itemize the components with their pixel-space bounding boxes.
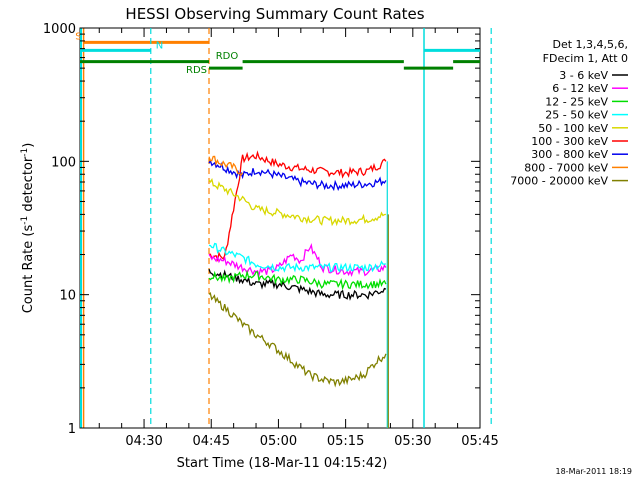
series-line-50-100keV bbox=[208, 177, 386, 227]
rds-label: RDS bbox=[186, 65, 207, 76]
series-line-12-25keV bbox=[208, 269, 387, 291]
x-tick-label: 05:45 bbox=[461, 434, 498, 449]
plot-frame bbox=[79, 27, 481, 429]
x-tick-label: 04:45 bbox=[193, 434, 230, 449]
night-label: N bbox=[156, 41, 163, 52]
legend: Det 1,3,4,5,6, FDecim 1, Att 0 3 - 6 keV… bbox=[510, 38, 628, 188]
legend-label: 6 - 12 keV bbox=[552, 82, 608, 95]
axes-layer: 1 10 100 1000 04:30 04:45 05:00 05:15 05:30 05:45 bbox=[43, 22, 499, 449]
legend-label: 800 - 7000 keV bbox=[524, 161, 608, 174]
y-tick-label: 1000 bbox=[43, 22, 76, 37]
x-tick-label: 04:30 bbox=[125, 434, 162, 449]
series-line-25-50keV bbox=[208, 242, 386, 274]
rdo-label: RDO bbox=[216, 51, 239, 62]
series-line-7000-20000keV bbox=[208, 291, 387, 388]
legend-label: 7000 - 20000 keV bbox=[510, 175, 608, 188]
legend-label: 25 - 50 keV bbox=[545, 109, 608, 122]
series-line-6-12keV bbox=[208, 243, 387, 278]
series-layer bbox=[208, 150, 389, 428]
legend-header-2: FDecim 1, Att 0 bbox=[543, 52, 628, 65]
series-line-100-300keV bbox=[208, 150, 387, 262]
legend-header-1: Det 1,3,4,5,6, bbox=[552, 38, 628, 51]
legend-label: 12 - 25 keV bbox=[545, 95, 608, 108]
legend-label: 50 - 100 keV bbox=[538, 122, 608, 135]
x-tick-label: 05:15 bbox=[327, 434, 364, 449]
x-axis-label: Start Time (18-Mar-11 04:15:42) bbox=[177, 456, 388, 471]
chart-title: HESSI Observing Summary Count Rates bbox=[125, 5, 424, 23]
legend-label: 3 - 6 keV bbox=[559, 69, 608, 82]
legend-label: 300 - 800 keV bbox=[531, 148, 608, 161]
series-line-3-6keV bbox=[208, 268, 387, 301]
x-tick-label: 05:30 bbox=[394, 434, 431, 449]
y-tick-label: 10 bbox=[59, 289, 76, 304]
legend-label: 100 - 300 keV bbox=[531, 135, 608, 148]
y-tick-label: 100 bbox=[51, 155, 76, 170]
footer-date: 18-Mar-2011 18:19 bbox=[556, 467, 633, 476]
series-line-800-7000keV bbox=[208, 155, 244, 177]
y-axis-label: Count Rate (s-1 detector-1) bbox=[20, 143, 36, 314]
flag-layer: S N RDS RDO bbox=[75, 28, 492, 428]
saa-label: S bbox=[75, 31, 81, 42]
y-tick-label: 1 bbox=[68, 422, 76, 437]
x-tick-label: 05:00 bbox=[260, 434, 297, 449]
